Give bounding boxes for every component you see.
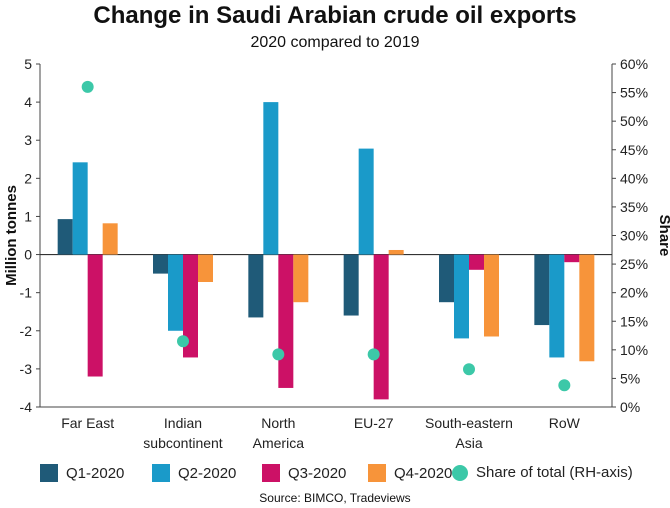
x-tick-label: subcontinent: [143, 435, 223, 451]
legend-item-q3: Q3-2020: [262, 464, 346, 482]
bar-q4-2020: [293, 254, 309, 303]
y-tick-label: 4: [24, 94, 32, 110]
legend: Q1-2020 Q2-2020 Q3-2020 Q4-2020 Share of…: [20, 464, 660, 484]
bar-q2-2020: [72, 162, 88, 255]
legend-label-share: Share of total (RH-axis): [476, 464, 633, 481]
share-point: [177, 335, 189, 348]
y2-tick-label: 60%: [620, 56, 648, 72]
legend-swatch-share: [452, 464, 468, 481]
share-point: [558, 379, 571, 392]
legend-swatch-q2: [152, 464, 170, 482]
bar-q3-2020: [183, 254, 198, 358]
bar-q3-2020: [469, 254, 484, 270]
x-tick-label: EU-27: [354, 415, 394, 431]
bar-q4-2020: [388, 249, 404, 255]
y2-tick-label: 10%: [620, 342, 648, 358]
y2-tick-label: 40%: [620, 170, 648, 186]
legend-label-q4: Q4-2020: [394, 464, 453, 482]
bar-q4-2020: [484, 254, 499, 337]
legend-item-q1: Q1-2020: [40, 464, 124, 482]
bar-q3-2020: [278, 254, 294, 388]
x-tick-label: Asia: [455, 435, 482, 451]
bar-q1-2020: [439, 254, 454, 303]
legend-swatch-q4: [368, 464, 386, 482]
bar-q2-2020: [263, 102, 279, 255]
y-axis-label: Million tonnes: [3, 185, 20, 286]
y2-tick-label: 30%: [620, 228, 648, 244]
y2-tick-label: 35%: [620, 199, 648, 215]
bar-q2-2020: [454, 254, 469, 339]
y-tick-label: 3: [24, 132, 32, 148]
legend-item-share: Share of total (RH-axis): [452, 464, 633, 481]
y2-tick-label: 25%: [620, 256, 648, 272]
bar-q2-2020: [358, 148, 374, 255]
share-point: [81, 80, 94, 93]
legend-label-q2: Q2-2020: [178, 464, 237, 482]
x-tick-label: South-eastern: [425, 415, 513, 431]
x-tick-label: RoW: [549, 415, 581, 431]
bar-q4-2020: [198, 254, 213, 282]
bar-q2-2020: [168, 254, 183, 331]
bar-q4-2020: [102, 223, 118, 255]
bar-q1-2020: [153, 254, 168, 274]
bar-q1-2020: [57, 219, 73, 255]
bar-q1-2020: [534, 254, 550, 326]
y-tick-label: 0: [24, 247, 32, 263]
bar-q2-2020: [549, 254, 565, 358]
legend-swatch-q1: [40, 464, 58, 482]
bar-q3-2020: [373, 254, 389, 400]
y2-tick-label: 15%: [620, 313, 648, 329]
y-tick-label: -4: [20, 399, 33, 415]
y-tick-label: -1: [20, 285, 33, 301]
bar-q3-2020: [87, 254, 103, 377]
plot-area: 5 4 3 2 1 0 -1 -2 -3 -4 60% 55% 50% 45% 40% 35% 30% 25% 20…: [3, 56, 670, 451]
y2-tick-label: 20%: [620, 285, 648, 301]
y2-tick-label: 50%: [620, 113, 648, 129]
share-point: [463, 363, 475, 376]
y2-tick-label: 0%: [620, 399, 640, 415]
y2-tick-label: 5%: [620, 370, 640, 386]
bar-q1-2020: [343, 254, 359, 316]
y-tick-label: 2: [24, 170, 32, 186]
source-note: Source: BIMCO, Tradeviews: [259, 491, 411, 505]
bar-q3-2020: [564, 254, 580, 263]
legend-item-q4: Q4-2020: [368, 464, 452, 482]
x-tick-label: America: [253, 435, 305, 451]
legend-item-q2: Q2-2020: [152, 464, 236, 482]
y-tick-label: -3: [20, 361, 33, 377]
y-tick-label: 5: [24, 56, 32, 72]
bar-q1-2020: [248, 254, 264, 318]
x-tick-label: Indian: [164, 415, 202, 431]
bar-q4-2020: [579, 254, 595, 362]
share-point: [272, 348, 285, 361]
legend-label-q1: Q1-2020: [66, 464, 125, 482]
chart-title: Change in Saudi Arabian crude oil export…: [93, 2, 577, 29]
chart-subtitle: 2020 compared to 2019: [250, 34, 420, 51]
x-tick-label: Far East: [61, 415, 114, 431]
y2-tick-label: 45%: [620, 142, 648, 158]
x-tick-label: North: [261, 415, 295, 431]
share-point: [367, 348, 380, 361]
legend-swatch-q3: [262, 464, 280, 482]
y2-tick-label: 55%: [620, 85, 648, 101]
y2-axis-label: Share: [656, 215, 670, 257]
y-tick-label: -2: [20, 323, 33, 339]
legend-label-q3: Q3-2020: [288, 464, 347, 482]
y-tick-label: 1: [24, 208, 32, 224]
